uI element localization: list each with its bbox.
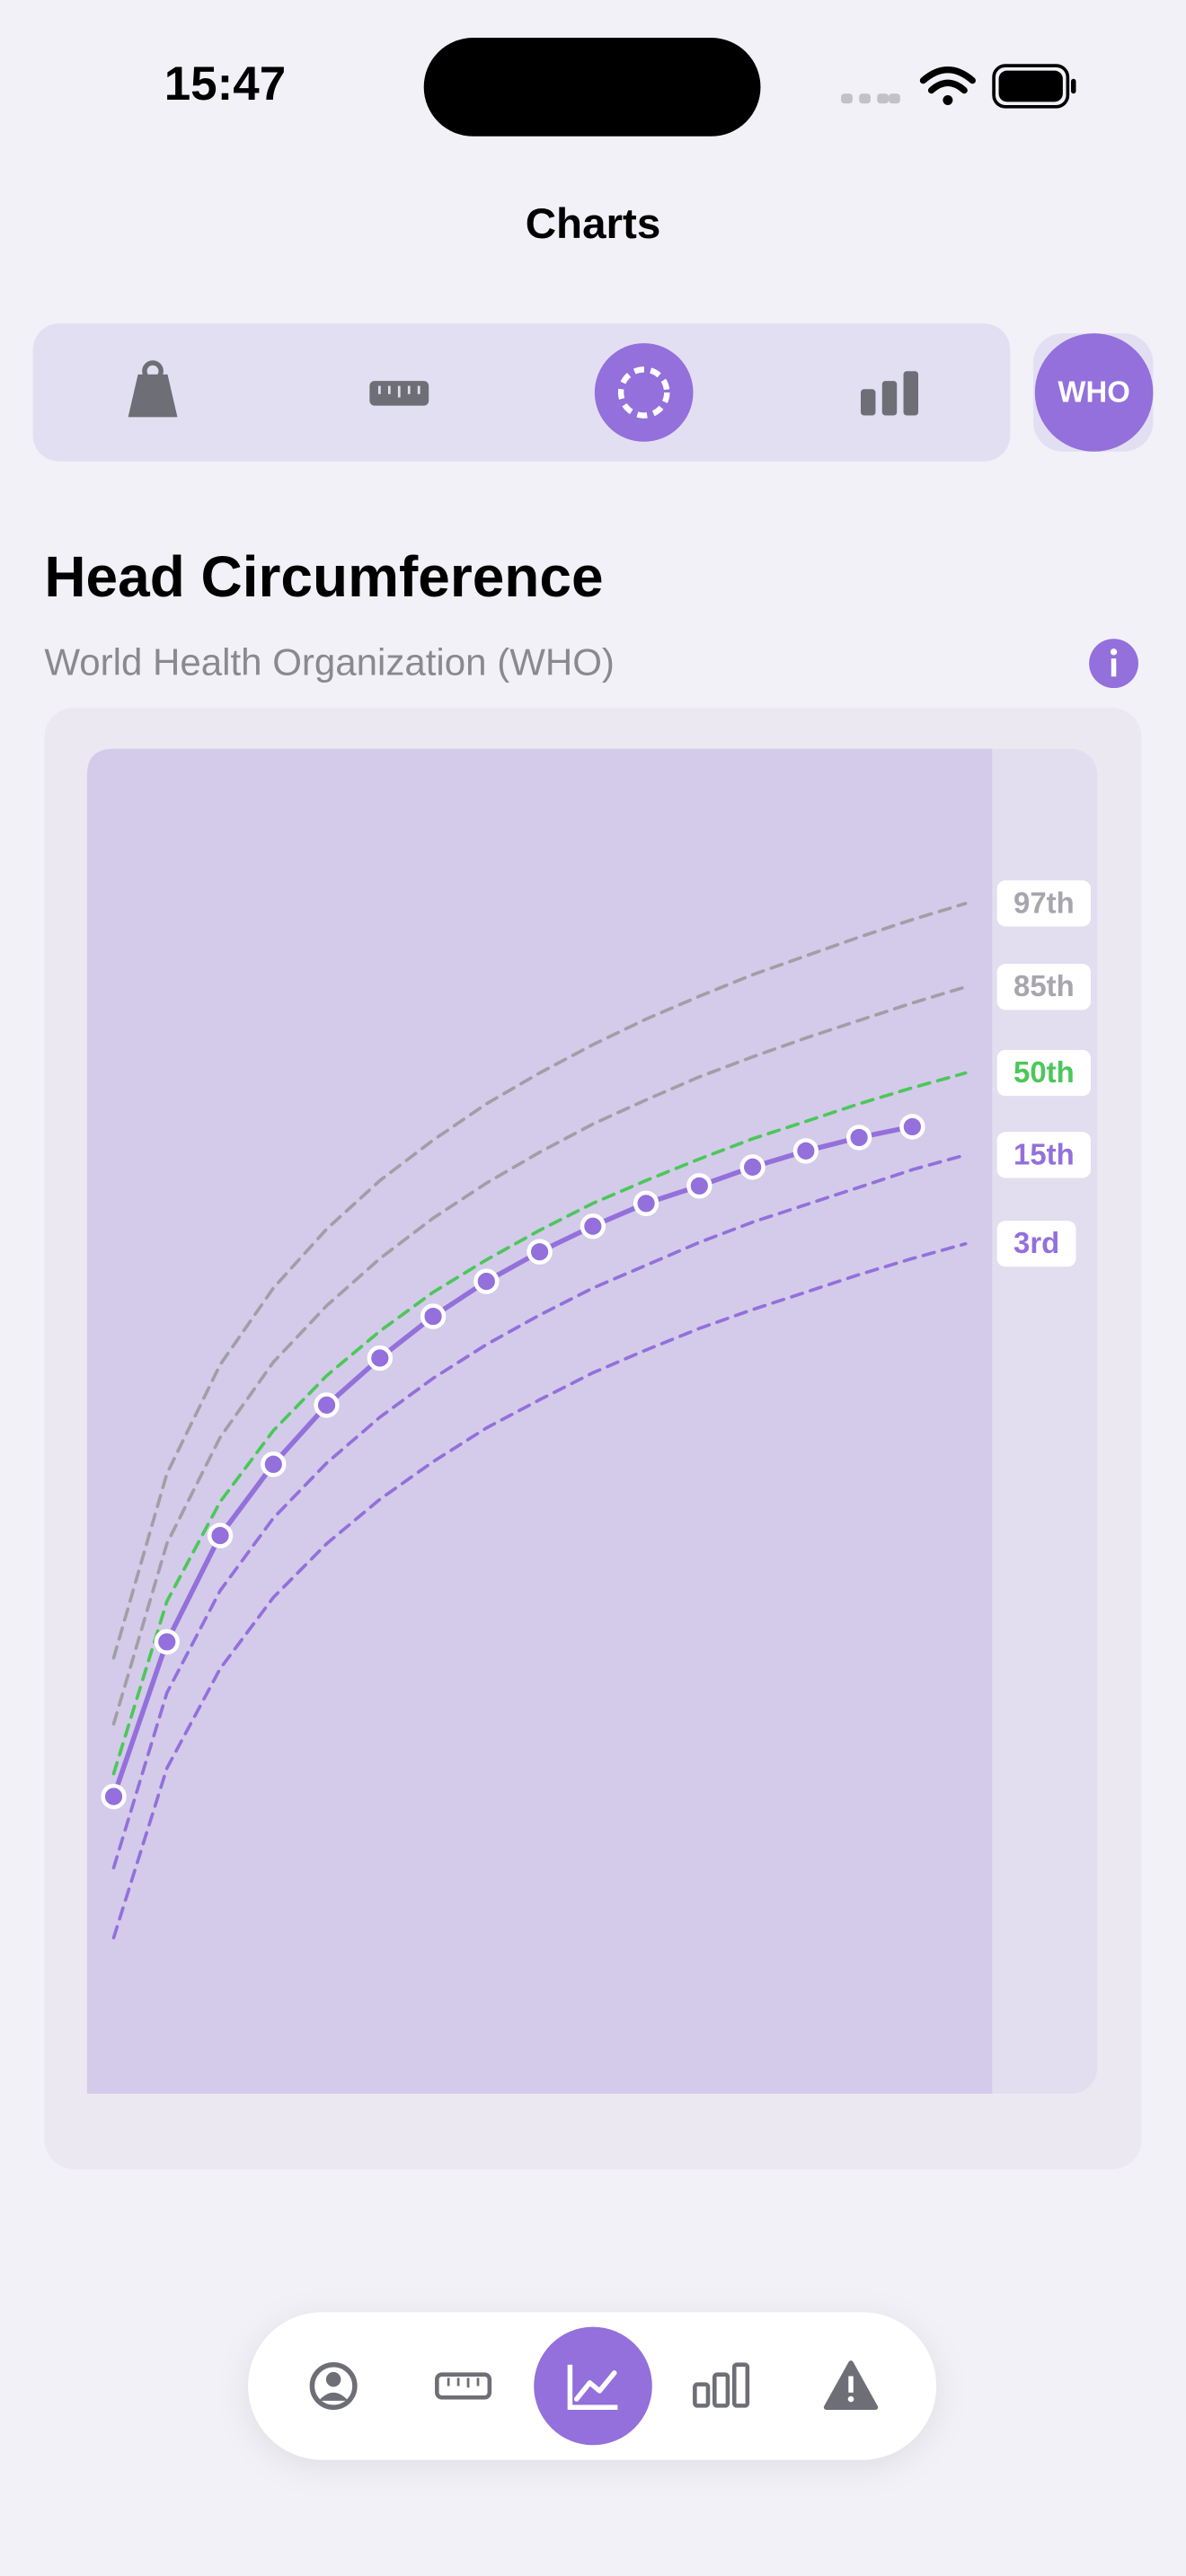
wifi-icon (919, 66, 976, 106)
measurement-point (899, 1114, 925, 1140)
percentile-curve (111, 1152, 968, 1870)
measurement-line (111, 1124, 916, 1799)
percentile-curve (111, 1241, 968, 1940)
percentile-curve (111, 1071, 968, 1776)
label-pill (996, 1221, 1076, 1267)
who-button[interactable] (1034, 333, 1154, 452)
signal-dots (841, 93, 900, 104)
measurement-point (314, 1392, 340, 1418)
measurement-point (686, 1173, 712, 1199)
measurement-point (261, 1451, 287, 1478)
profile-tab[interactable] (309, 2361, 358, 2410)
length-tab[interactable] (369, 381, 429, 406)
dynamic-island (423, 38, 761, 137)
label-pill (996, 964, 1091, 1010)
page-title: Charts (526, 200, 661, 248)
percentile-label: 50th (996, 1049, 1091, 1097)
measurement-point (154, 1628, 180, 1655)
measurement-point (845, 1125, 872, 1151)
percentile-label-text: 85th (1013, 969, 1075, 1002)
measurement-point (474, 1268, 500, 1294)
percentile-label: 85th (996, 964, 1091, 1010)
status-time: 15:47 (164, 57, 287, 110)
segment-bar (32, 323, 1011, 462)
who-label[interactable]: WHO (1058, 375, 1129, 408)
battery-icon (992, 64, 1076, 109)
measurement-point (420, 1303, 447, 1329)
plot: 97th 85th 50th 15th 3rd (101, 880, 1091, 1940)
head-tab[interactable] (594, 343, 694, 442)
label-pill (996, 1049, 1091, 1097)
measurement-point (207, 1522, 234, 1548)
percentile-label: 3rd (996, 1221, 1076, 1267)
measurement-point (101, 1783, 127, 1810)
stats-tab[interactable] (693, 2362, 750, 2408)
measurement-point (633, 1190, 659, 1216)
measurement-point (580, 1213, 606, 1239)
percentile-label: 97th (996, 880, 1091, 927)
measurement-point (739, 1154, 766, 1180)
percentile-label: 15th (996, 1132, 1091, 1178)
percentile-curve (111, 984, 968, 1726)
measurement-point (792, 1138, 819, 1164)
label-pill (996, 880, 1091, 927)
plot-area (86, 748, 993, 2095)
info-button[interactable] (1089, 639, 1138, 689)
percentile-label-text: 3rd (1013, 1226, 1059, 1259)
section-title: Head Circumference (44, 544, 603, 609)
alerts-tab[interactable] (823, 2360, 879, 2410)
weight-tab[interactable] (128, 360, 178, 418)
percentile-label-text: 15th (1013, 1137, 1075, 1170)
measurement-point (527, 1239, 553, 1265)
percentile-label-text: 97th (1013, 886, 1075, 919)
charts-tab[interactable] (534, 2326, 652, 2446)
percentile-curve (111, 902, 968, 1660)
section-subtitle: World Health Organization (WHO) (44, 641, 615, 684)
percentile-tab[interactable] (861, 371, 918, 416)
label-pill (996, 1132, 1091, 1178)
measure-tab[interactable] (435, 2372, 492, 2400)
percentile-label-text: 50th (1013, 1055, 1075, 1089)
measurement-point (367, 1345, 393, 1372)
